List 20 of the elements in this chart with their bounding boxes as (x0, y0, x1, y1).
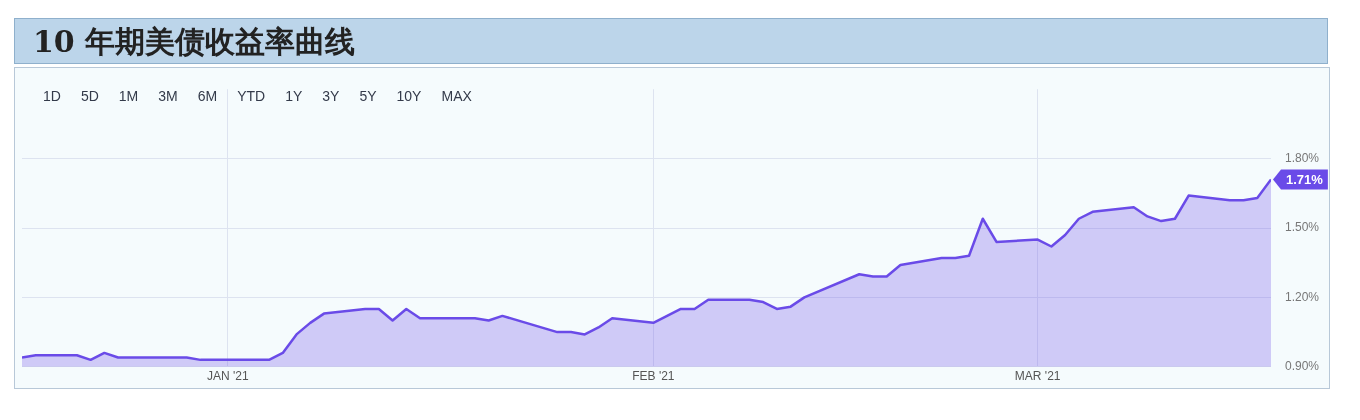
annotation: YTD (236, 88, 267, 104)
x-tick-label: MAR '21 (1014, 369, 1061, 384)
x-tick-label: JAN '21 (207, 369, 250, 384)
data-label: 1.71% (1286, 172, 1324, 187)
annotation: 6M (196, 88, 219, 104)
annotation: 1D (42, 88, 62, 104)
y-tick-label: 1.50% (1285, 220, 1320, 235)
y-tick-label: 1.20% (1285, 289, 1320, 304)
annotation: 1Y (284, 88, 304, 104)
annotation: 3Y (321, 88, 341, 104)
x-tick-label: FEB '21 (632, 369, 675, 384)
y-tick-label: 0.90% (1285, 359, 1320, 374)
y-tick-label: 1.80% (1285, 150, 1320, 165)
annotation: MAX (440, 88, 473, 104)
annotation: 1M (117, 88, 140, 104)
annotation: 5Y (358, 88, 378, 104)
annotation: 3M (157, 88, 179, 104)
annotation: 10Y (395, 88, 423, 104)
chart-title: 10 年期美债收益率曲线 (14, 18, 1328, 64)
annotation: 5D (79, 88, 100, 104)
